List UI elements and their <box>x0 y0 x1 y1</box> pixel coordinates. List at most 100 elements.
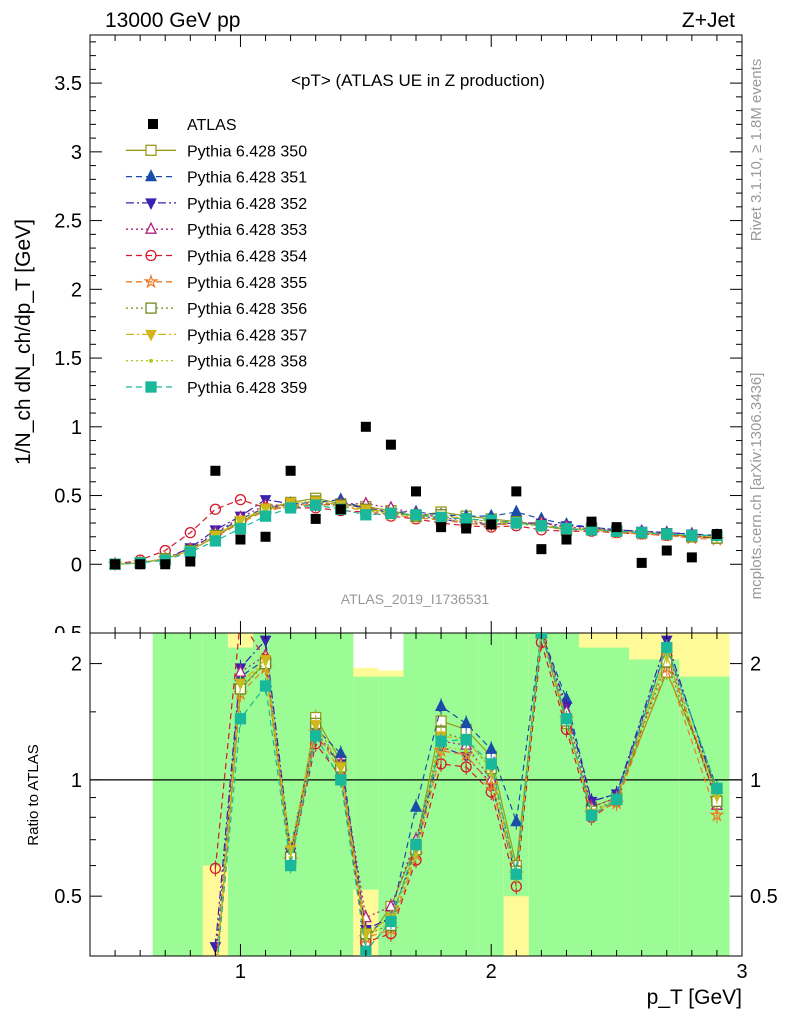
series-point-358 <box>238 518 243 523</box>
ratio-point-359 <box>284 859 297 872</box>
y-tick-label: 1.5 <box>54 348 82 370</box>
series-point-359 <box>259 510 272 522</box>
series-point-359 <box>209 535 222 547</box>
ratio-y-tick-label-right: 0.5 <box>750 886 778 908</box>
legend-label-353: Pythia 6.428 353 <box>187 222 307 239</box>
ratio-point-358 <box>263 661 268 666</box>
atlas-data-point <box>636 557 647 568</box>
band-inner <box>503 633 529 897</box>
atlas-data-point <box>486 519 497 530</box>
legend-label-354: Pythia 6.428 354 <box>187 249 307 266</box>
ratio-point-359 <box>435 735 447 747</box>
ratio-series-layer <box>209 633 725 987</box>
ratio-point-358 <box>238 681 243 686</box>
legend-label-356: Pythia 6.428 356 <box>187 301 307 318</box>
band-inner <box>353 676 379 890</box>
series-point-359 <box>535 520 548 532</box>
legend-marker-359 <box>145 381 157 393</box>
atlas-data-point <box>686 552 697 563</box>
series-point-359 <box>385 507 397 520</box>
series-point-354 <box>234 494 247 506</box>
ratio-point-359 <box>485 758 497 770</box>
legend-marker-351 <box>144 169 158 182</box>
atlas-data-point <box>511 486 522 497</box>
series-point-359 <box>560 522 573 535</box>
y-tick-label: 3 <box>71 142 82 164</box>
x-tick-label: 2 <box>486 961 497 983</box>
y-tick-label: 2.5 <box>54 211 82 233</box>
atlas-data-point <box>586 516 597 527</box>
atlas-data-point <box>360 421 371 432</box>
atlas-data-point <box>411 486 421 497</box>
x-axis-label: p_T [GeV] <box>647 986 742 1009</box>
legend-marker-354 <box>145 249 157 262</box>
series-point-359 <box>460 513 472 525</box>
ratio-y-tick-label: 1 <box>71 770 82 792</box>
legend-label-atlas: ATLAS <box>187 117 237 134</box>
ratio-point-358 <box>363 935 368 940</box>
ratio-y-tick-label: 2 <box>71 654 82 676</box>
y-tick-label: 3.5 <box>54 73 82 95</box>
legend-marker-358 <box>149 358 153 363</box>
ratio-point-351 <box>460 715 473 729</box>
ratio-point-357 <box>210 972 220 982</box>
ratio-y-tick-label: 0.5 <box>54 886 82 908</box>
atlas-data-point <box>110 559 121 570</box>
ratio-point-359 <box>510 868 522 880</box>
ratio-point-358 <box>489 772 494 777</box>
ratio-point-359 <box>661 641 673 654</box>
ratio-point-351 <box>485 741 498 754</box>
legend-marker-353 <box>144 221 158 234</box>
series-point-359 <box>686 529 698 542</box>
ratio-point-355 <box>483 777 499 792</box>
ratio-point-358 <box>414 852 418 857</box>
legend-marker-atlas <box>148 119 158 129</box>
y-tick-label: 0 <box>71 554 82 576</box>
atlas-data-point <box>561 534 572 545</box>
legend-label-350: Pythia 6.428 350 <box>187 143 307 160</box>
y-tick-label: 1 <box>71 417 82 439</box>
legend-label-358: Pythia 6.428 358 <box>187 354 307 371</box>
series-point-359 <box>184 546 196 558</box>
y-axis-label-ratio: Ratio to ATLAS <box>25 744 42 845</box>
atlas-data-point <box>185 556 196 567</box>
plot-title: <pT> (ATLAS UE in Z production) <box>291 71 545 90</box>
legend-label-351: Pythia 6.428 351 <box>187 170 307 187</box>
x-tick-label: 1 <box>235 961 246 983</box>
ratio-point-359 <box>711 782 723 795</box>
atlas-data-point <box>160 559 171 570</box>
legend-marker-356 <box>145 302 157 314</box>
atlas-data-point <box>285 465 296 476</box>
band-inner <box>403 633 479 956</box>
ratio-point-358 <box>338 769 343 774</box>
series-point-359 <box>234 522 247 535</box>
series-point-359 <box>510 517 522 529</box>
x-tick-label: 3 <box>736 961 747 983</box>
band-inner <box>679 676 730 956</box>
atlas-data-point <box>661 545 672 556</box>
legend-label-357: Pythia 6.428 357 <box>187 327 307 344</box>
ratio-point-359 <box>560 713 573 725</box>
series-point-354 <box>209 503 222 515</box>
ratio-point-351 <box>435 698 448 711</box>
axis-ticks: 0 0.5 1 1.5 2 2.5 3 3.5 -0.5 1 2 3 0.5 0.5 1 1 2 2 <box>48 35 778 983</box>
band-inner <box>278 633 354 956</box>
ratio-point-359 <box>234 713 247 725</box>
atlas-data-point <box>335 504 346 515</box>
series-point-359 <box>636 526 648 539</box>
main-series-layer <box>107 421 725 572</box>
y-axis-label-main: 1/N_ch dN_ch/dp_T [GeV] <box>12 219 35 465</box>
header-left: 13000 GeV pp <box>105 9 240 32</box>
ratio-y-tick-label-right: 2 <box>750 654 761 676</box>
ratio-point-358 <box>464 748 469 753</box>
ratio-point-359 <box>210 977 220 987</box>
legend-marker-357 <box>145 329 157 342</box>
atlas-data-point <box>711 529 722 540</box>
ratio-point-350 <box>210 977 220 987</box>
atlas-data-point <box>385 439 396 450</box>
atlas-data-point <box>310 513 321 524</box>
series-point-359 <box>310 499 322 511</box>
ratio-point-351 <box>409 799 423 812</box>
mcplots-label: mcplots.cern.ch [arXiv:1306.3436] <box>748 373 765 600</box>
ratio-point-359 <box>335 774 347 786</box>
